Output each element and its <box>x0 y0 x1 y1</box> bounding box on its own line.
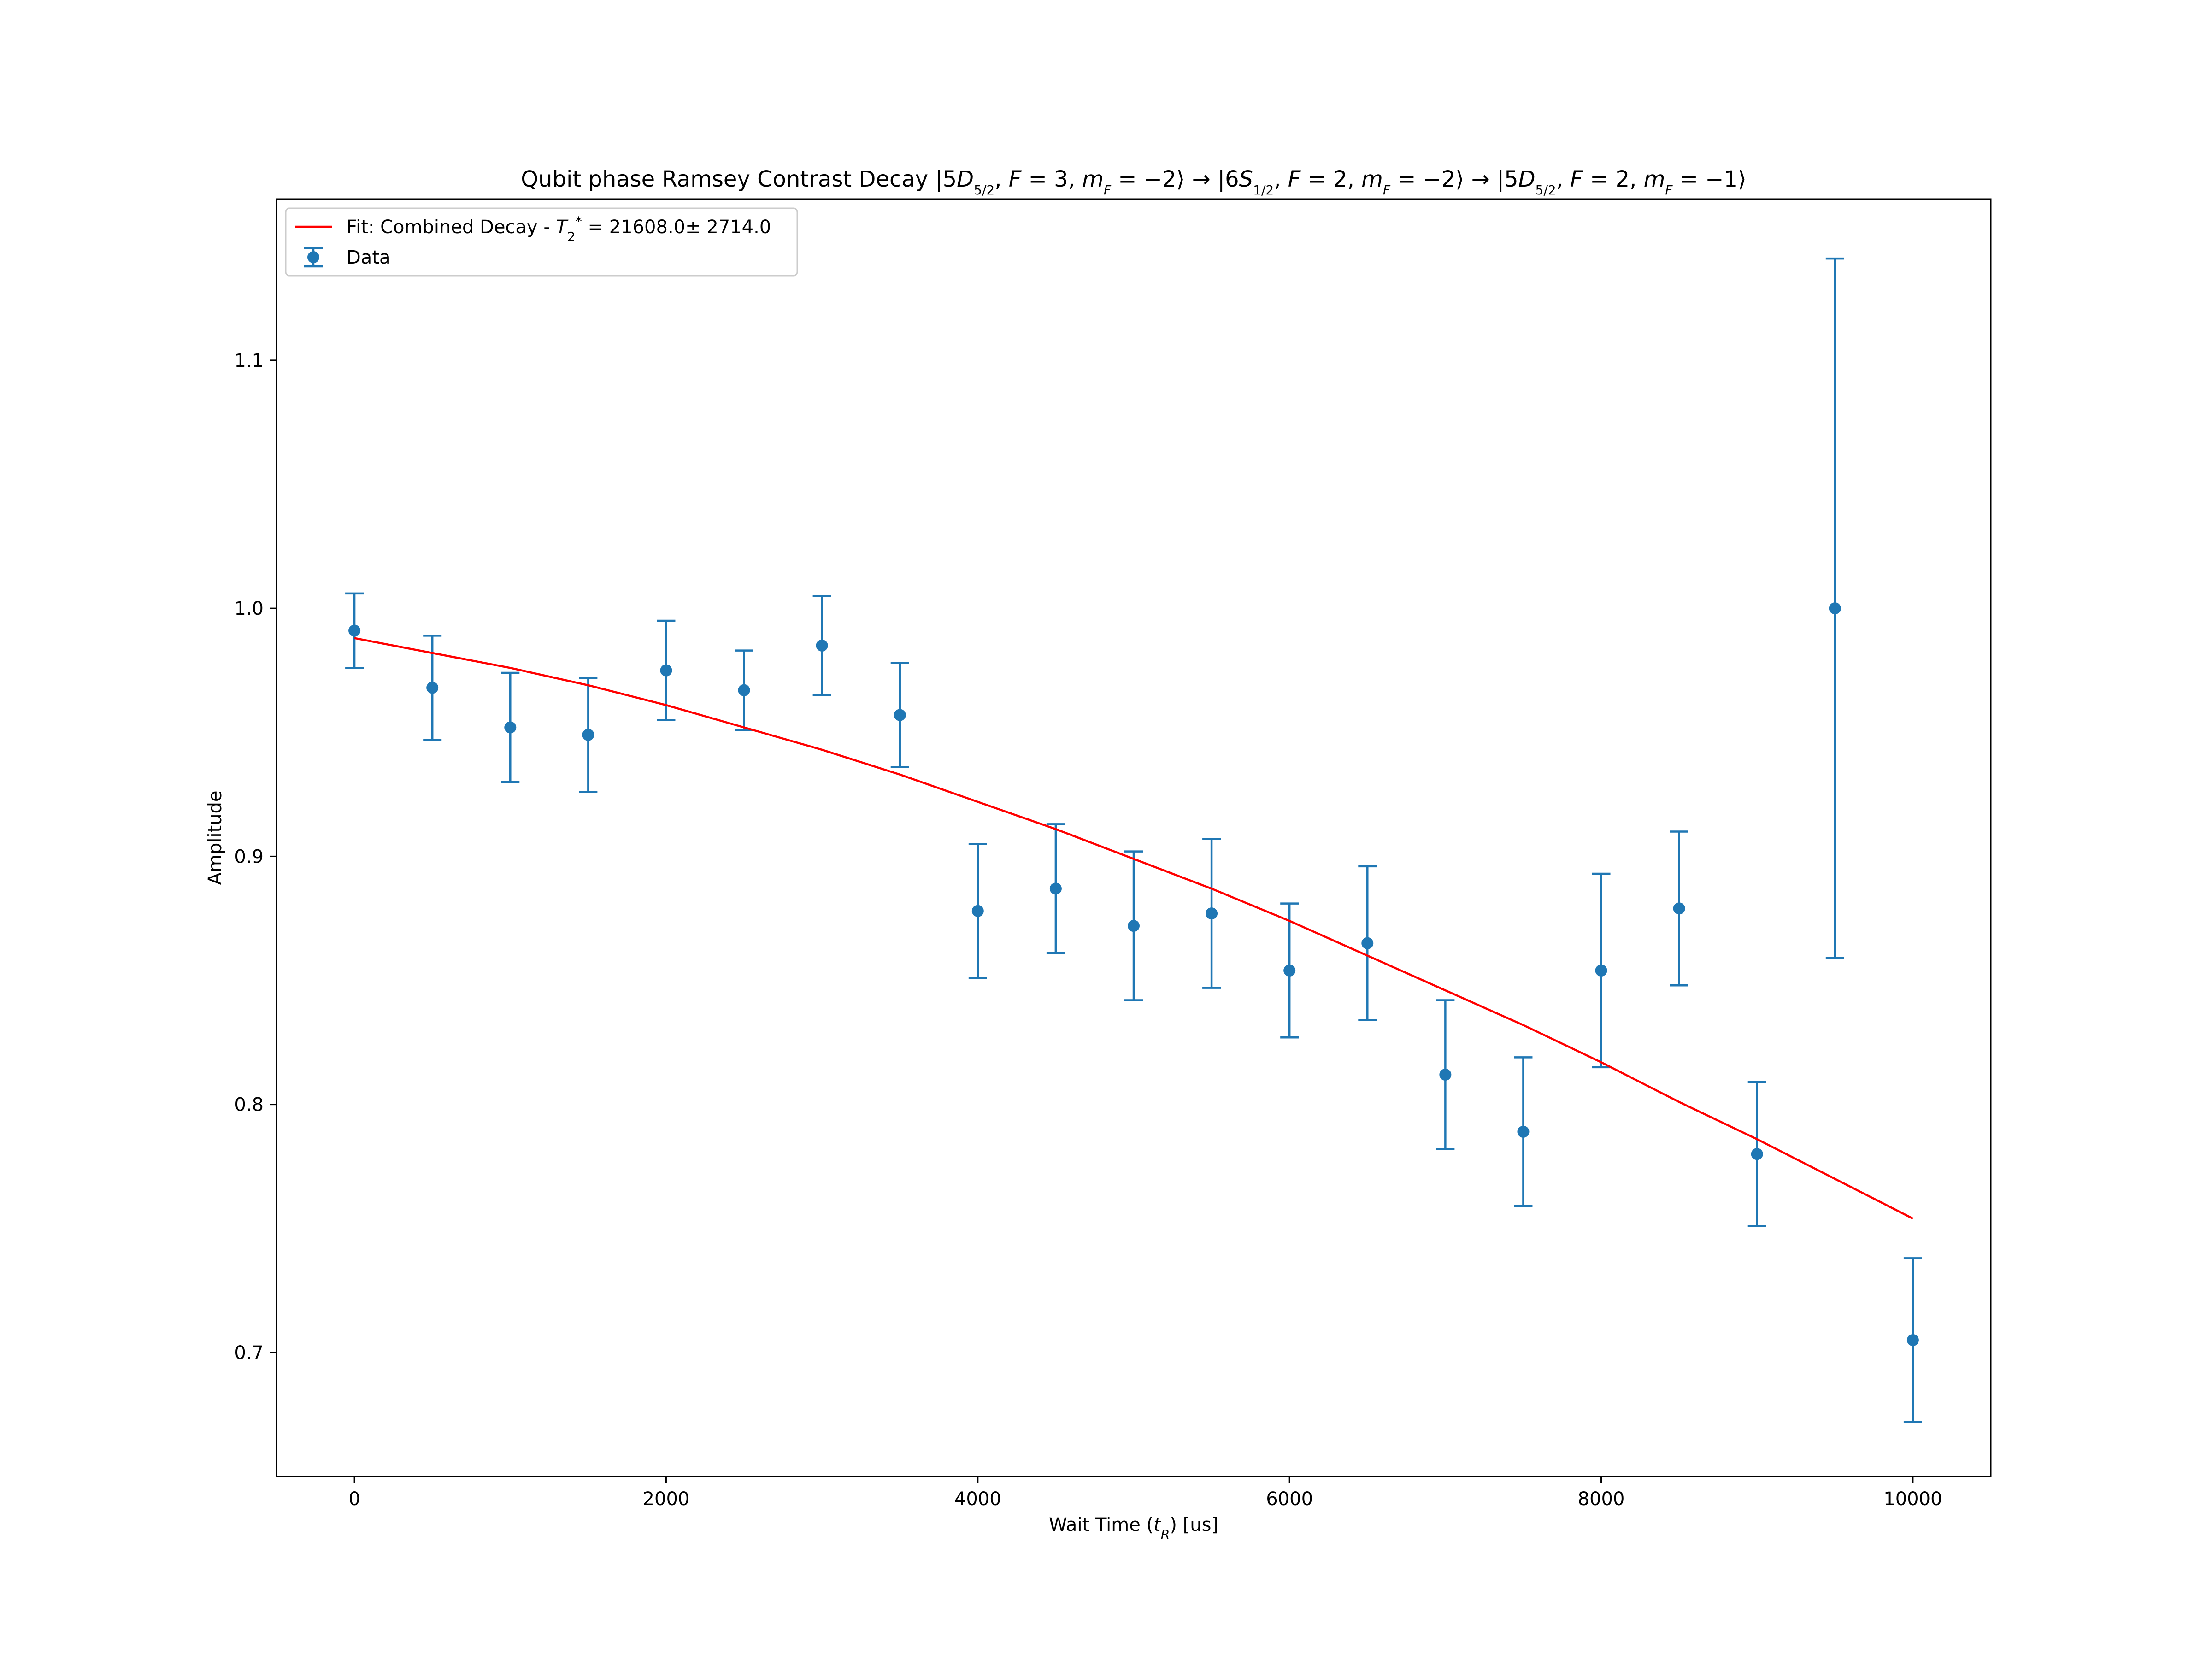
y-tick-label: 0.9 <box>234 846 264 867</box>
data-point <box>1673 902 1685 915</box>
data-point <box>1439 1069 1452 1081</box>
y-tick-label: 0.7 <box>234 1342 264 1364</box>
y-tick-label: 1.1 <box>234 350 264 371</box>
x-tick-label: 6000 <box>1266 1488 1313 1510</box>
chart-title: Qubit phase Ramsey Contrast Decay |5D5/2… <box>521 166 1746 198</box>
title-state-intermediate: |6S1/2, F = 2, mF = −2⟩ <box>1218 166 1464 198</box>
legend: Fit: Combined Decay - T2* = 21608.0± 271… <box>285 207 798 276</box>
x-axis: 0 2000 4000 6000 8000 10000 <box>348 1477 1942 1510</box>
data-point <box>348 624 361 637</box>
x-tick-label: 2000 <box>643 1488 690 1510</box>
data-point <box>1751 1148 1763 1160</box>
axes-frame <box>276 198 1992 1477</box>
data-point <box>1283 964 1296 977</box>
data-point <box>1128 920 1140 932</box>
legend-data-label: Data <box>347 247 391 268</box>
title-state-initial: |5D5/2, F = 3, mF = −2⟩ <box>935 166 1185 198</box>
data-point <box>582 729 594 741</box>
x-tick-label: 10000 <box>1883 1488 1942 1510</box>
title-state-final: |5D5/2, F = 2, mF = −1⟩ <box>1497 166 1747 198</box>
x-tick-label: 0 <box>348 1488 360 1510</box>
x-axis-label: Wait Time (tR) [us] <box>1049 1514 1218 1542</box>
data-point <box>426 682 439 694</box>
data-point <box>1049 882 1062 895</box>
x-tick-label: 4000 <box>954 1488 1001 1510</box>
data-point <box>1517 1125 1530 1138</box>
data-point <box>1906 1334 1919 1346</box>
data-point <box>971 905 984 917</box>
plot-area <box>345 257 1922 1423</box>
data-point <box>660 664 672 677</box>
data-point <box>894 709 906 721</box>
legend-data-marker <box>307 251 319 263</box>
legend-box <box>285 207 798 276</box>
data-point <box>738 684 750 696</box>
y-tick-label: 0.8 <box>234 1094 264 1116</box>
y-axis: 0.7 0.8 0.9 1.0 1.1 <box>234 350 276 1364</box>
data-point <box>1361 937 1374 949</box>
data-point <box>504 721 517 734</box>
data-point <box>1829 602 1841 615</box>
fit-line <box>354 637 1913 1220</box>
x-tick-label: 8000 <box>1578 1488 1625 1510</box>
y-tick-label: 1.0 <box>234 598 264 619</box>
data-point <box>1206 907 1218 920</box>
legend-fit-label: Fit: Combined Decay - T2* = 21608.0± 271… <box>347 214 771 244</box>
legend-data-swatch <box>304 247 323 268</box>
y-axis-label: Amplitude <box>205 791 226 885</box>
data-point <box>1595 964 1607 977</box>
data-point <box>816 639 828 652</box>
